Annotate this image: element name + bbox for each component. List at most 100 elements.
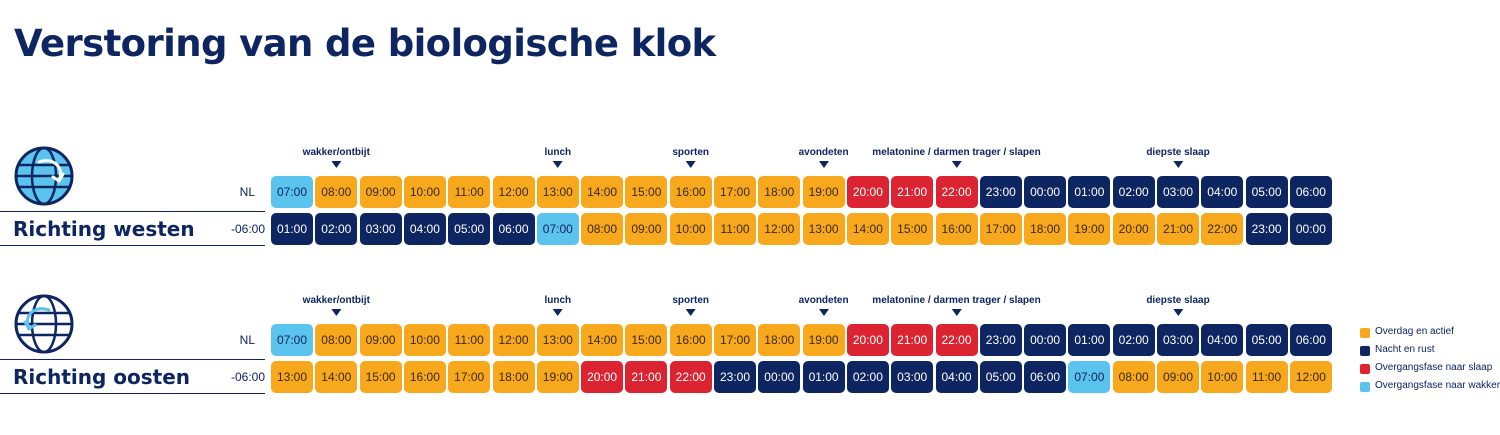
event-label: avondeten: [798, 147, 849, 158]
hour-cell: 00:00: [1024, 324, 1067, 356]
page-title: Verstoring van de biologische klok: [14, 22, 716, 65]
hour-cell: 05:00: [448, 213, 491, 245]
event-label: wakker/ontbijt: [302, 147, 370, 158]
hour-cell: 10:00: [669, 213, 712, 245]
triangle-down-icon: [685, 161, 696, 168]
event-marker: avondeten: [799, 295, 849, 316]
hour-cell: 10:00: [1201, 361, 1244, 393]
hour-cell: 01:00: [1068, 324, 1111, 356]
event-marker: diepste slaap: [1146, 295, 1210, 316]
legend-label: Overgangsfase naar wakker: [1375, 380, 1500, 391]
hour-cell: 11:00: [714, 213, 756, 245]
triangle-down-icon: [331, 161, 342, 168]
hour-cell: 06:00: [492, 213, 535, 245]
hour-cell: 17:00: [979, 213, 1022, 245]
hour-cell: 07:00: [271, 176, 313, 208]
legend-label: Overgangsfase naar slaap: [1375, 362, 1493, 373]
hour-cell: 19:00: [1068, 213, 1111, 245]
event-label: sporten: [672, 147, 710, 158]
hour-cell: 18:00: [1024, 213, 1067, 245]
hour-cell: 16:00: [935, 213, 978, 245]
hour-cell: 14:00: [846, 213, 889, 245]
hour-cell: 14:00: [581, 324, 624, 356]
globe-west-icon: [14, 146, 74, 206]
hour-cell: 10:00: [403, 324, 446, 356]
hour-cell: 15:00: [625, 176, 668, 208]
hour-cell: 13:00: [536, 176, 579, 208]
triangle-down-icon: [951, 161, 962, 168]
hour-cell: 07:00: [536, 213, 579, 245]
hour-cell: 00:00: [758, 361, 801, 393]
triangle-down-icon: [685, 309, 696, 316]
triangle-down-icon: [552, 309, 563, 316]
hour-cell: 08:00: [1112, 361, 1155, 393]
hour-cell: 08:00: [581, 213, 624, 245]
triangle-down-icon: [331, 309, 342, 316]
hour-cell: 00:00: [1289, 213, 1332, 245]
hour-cell: 17:00: [448, 361, 491, 393]
globe-east-icon: [14, 294, 74, 354]
hour-cell: 22:00: [669, 361, 712, 393]
hour-cell: 06:00: [1289, 176, 1332, 208]
hour-cell: 13:00: [802, 213, 845, 245]
hour-cell: 14:00: [581, 176, 624, 208]
hour-cell: 09:00: [1157, 361, 1199, 393]
event-marker: melatonine / darmen trager / slapen: [872, 295, 1041, 316]
section-west: Richting westen NL -06:00 wakker/ontbijt…: [0, 145, 1500, 275]
hour-cell: 18:00: [758, 324, 801, 356]
event-label: wakker/ontbijt: [302, 295, 370, 306]
hour-cell: 06:00: [1289, 324, 1332, 356]
hour-cell: 16:00: [669, 324, 712, 356]
event-marker: sporten: [672, 295, 709, 316]
hour-cell: 15:00: [359, 361, 402, 393]
hour-cell: 13:00: [271, 361, 313, 393]
hour-cell: 18:00: [492, 361, 535, 393]
hour-cell: 13:00: [536, 324, 579, 356]
event-marker: sporten: [672, 147, 709, 168]
hour-cell: 20:00: [846, 176, 889, 208]
hour-cell: 23:00: [979, 324, 1022, 356]
event-label: melatonine / darmen trager / slapen: [872, 147, 1041, 158]
home-row-label: NL: [239, 333, 255, 347]
hour-cell: 11:00: [448, 176, 491, 208]
hour-cell: 07:00: [1068, 361, 1111, 393]
section-east: Richting oosten NL -06:00 wakker/ontbijt…: [0, 293, 1500, 423]
hour-cell: 17:00: [714, 324, 756, 356]
legend-label: Overdag en actief: [1375, 326, 1454, 337]
hour-cell: 01:00: [1068, 176, 1111, 208]
hour-cell: 23:00: [979, 176, 1022, 208]
event-marker: lunch: [544, 295, 571, 316]
event-label: lunch: [544, 295, 572, 306]
divider: [0, 393, 265, 394]
hour-cell: 01:00: [802, 361, 845, 393]
hour-cell: 19:00: [802, 324, 845, 356]
event-marker: wakker/ontbijt: [303, 295, 370, 316]
hour-cell: 22:00: [935, 176, 978, 208]
event-marker: melatonine / darmen trager / slapen: [872, 147, 1041, 168]
event-marker: diepste slaap: [1146, 147, 1210, 168]
hour-cell: 22:00: [935, 324, 978, 356]
hour-cell: 12:00: [758, 213, 801, 245]
event-label: diepste slaap: [1146, 295, 1210, 306]
event-label: avondeten: [798, 295, 849, 306]
event-label: sporten: [672, 295, 710, 306]
hour-cell: 10:00: [403, 176, 446, 208]
hour-cell: 05:00: [1245, 176, 1288, 208]
hour-cell: 23:00: [714, 361, 756, 393]
hour-cell: 20:00: [1112, 213, 1155, 245]
hour-cell: 21:00: [891, 176, 934, 208]
hour-cell: 02:00: [315, 213, 358, 245]
divider: [0, 245, 265, 246]
hour-cell: 15:00: [625, 324, 668, 356]
hour-cell: 04:00: [935, 361, 978, 393]
legend-swatch: [1360, 364, 1370, 374]
hour-cell: 19:00: [802, 176, 845, 208]
hour-cell: 03:00: [1157, 324, 1199, 356]
hour-cell: 05:00: [979, 361, 1022, 393]
hour-cell: 03:00: [359, 213, 402, 245]
hour-cell: 01:00: [271, 213, 313, 245]
hour-cell: 16:00: [669, 176, 712, 208]
hour-cell: 04:00: [403, 213, 446, 245]
hour-cell: 11:00: [448, 324, 491, 356]
hour-cell: 07:00: [271, 324, 313, 356]
